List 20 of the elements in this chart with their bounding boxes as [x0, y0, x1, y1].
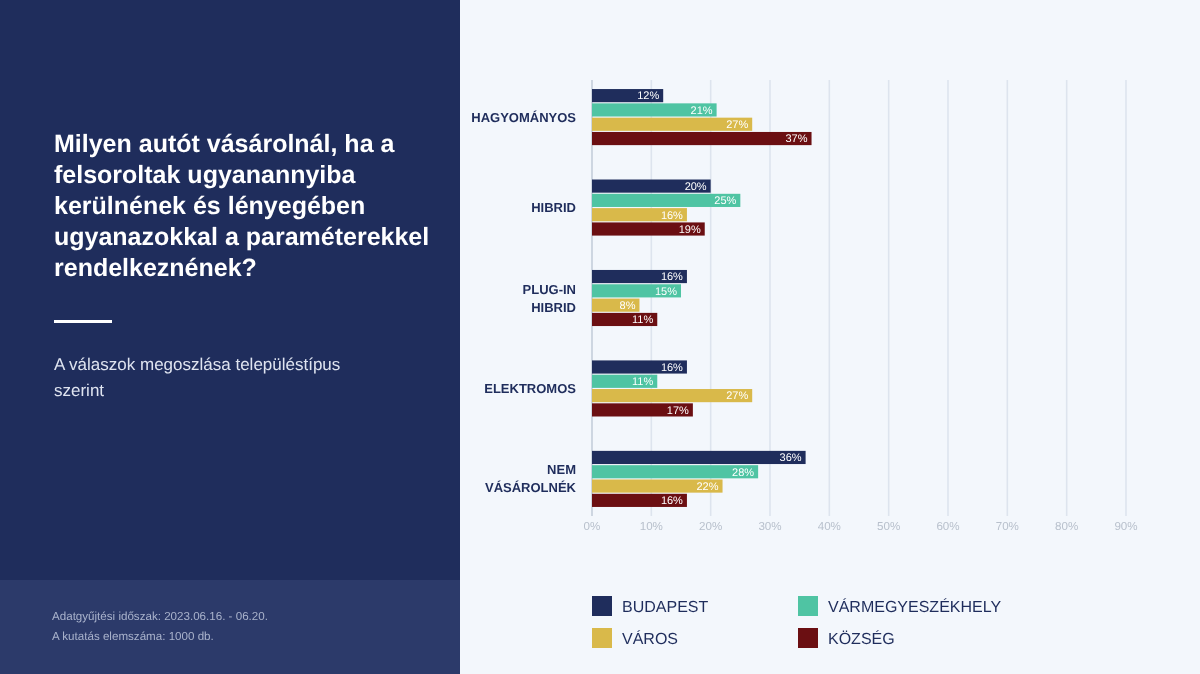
bar	[592, 117, 753, 131]
bar	[592, 179, 711, 193]
legend-label: VÁRMEGYESZÉKHELY	[828, 597, 1003, 616]
bar	[592, 131, 812, 146]
bar	[592, 403, 693, 417]
bar	[592, 450, 806, 465]
legend-label: BUDAPEST	[622, 597, 709, 616]
bar	[592, 103, 717, 117]
bar	[592, 193, 741, 207]
legend-label: KÖZSÉG	[828, 629, 895, 648]
bar	[592, 493, 687, 507]
legend-label: VÁROS	[622, 629, 679, 648]
text: Milyen autót vásárolnál, ha a felsoroltak ugyanannyiba kerülnének és lényegében ugyanazokkal a paraméterekkel rendelkeznének?	[54, 130, 430, 282]
text: A válaszok megoszlása településtípus szerint	[54, 354, 341, 400]
bar	[592, 208, 687, 222]
bar	[592, 479, 723, 493]
bar	[592, 360, 687, 374]
bar	[592, 222, 705, 236]
bar	[592, 389, 753, 403]
bar	[592, 465, 759, 479]
